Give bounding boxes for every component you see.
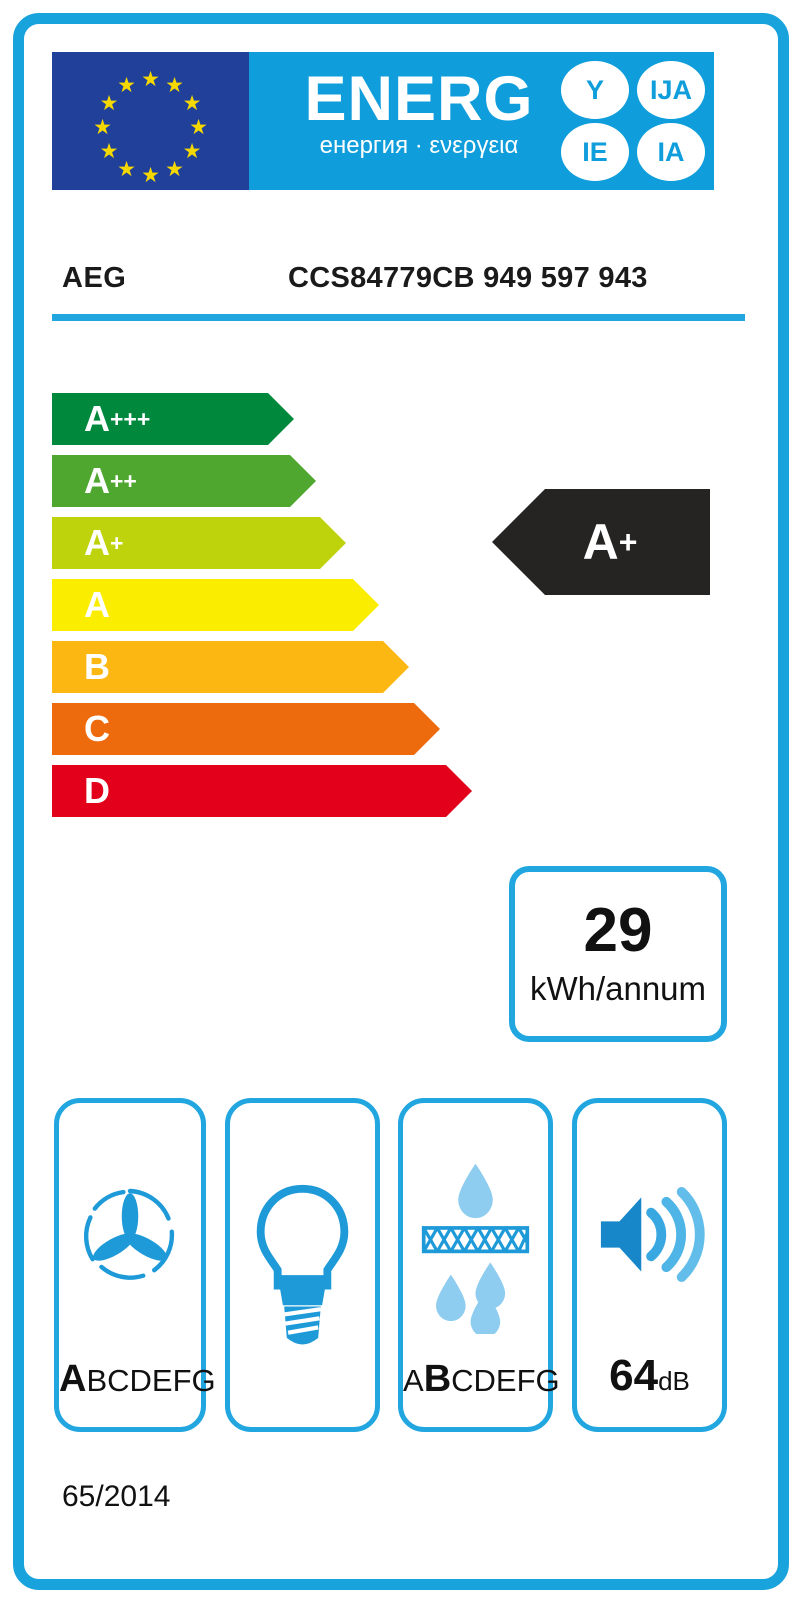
speaker-icon [577,1149,722,1319]
filter-class-rest: CDEFG [451,1363,560,1398]
label-border [13,13,789,1590]
class-bar [52,455,472,507]
brand-name: AEG [62,262,127,294]
badge-ie: IE [561,123,629,181]
fan-icon [59,1145,201,1325]
grease-filter-caption: ABCDEFG [403,1358,560,1401]
energ-text-block: ENERG енергия · ενεργεια [279,68,559,160]
class-label-aplusplusplus: A +++ [84,398,151,439]
class-bar [52,517,472,569]
energy-class-scale: A +++ A ++ A + A [52,393,472,827]
energ-banner: ENERG енергия · ενεργεια Y IJA IE IA [249,52,714,190]
class-row-aplus: A + [52,517,472,569]
label-header: ★ ★ ★ ★ ★ ★ ★ ★ ★ ★ ★ ★ ENERG енергия · … [52,52,714,190]
class-row-aplusplus: A ++ [52,455,472,507]
class-bar [52,703,472,755]
filter-class-highlight: B [423,1358,452,1400]
fan-class-rest: BCDEFG [86,1363,216,1398]
model-identifier: CCS84779CB 949 597 943 [288,262,648,294]
class-label-aplusplus: A ++ [84,460,137,501]
class-label-aplus: A + [84,522,124,563]
class-row-b: B [52,641,472,693]
badge-ija: IJA [637,61,705,119]
filter-class-prefix: A [403,1363,424,1398]
light-bulb-icon [230,1161,375,1371]
grease-filtering-efficiency-box: ABCDEFG [398,1098,560,1432]
rating-arrow-tip [492,489,545,595]
lighting-efficiency-box [225,1098,380,1432]
class-row-c: C [52,703,472,755]
badge-y: Y [561,61,629,119]
annual-consumption-unit: kWh/annum [529,970,707,1007]
rating-arrow-body [545,489,710,595]
fan-class-highlight: A [59,1358,87,1400]
fluid-dynamic-efficiency-box: ABCDEFG [54,1098,216,1432]
language-badges: Y IJA IE IA [558,60,708,182]
noise-level-caption: 64dB [577,1351,722,1401]
class-label-c: C [84,708,110,749]
fan-efficiency-caption: ABCDEFG [59,1358,216,1401]
header-divider [52,314,745,321]
noise-value: 64 [609,1351,659,1400]
eu-flag-icon: ★ ★ ★ ★ ★ ★ ★ ★ ★ ★ ★ ★ [52,52,249,190]
class-bar [52,579,472,631]
annual-consumption-value: 29 [583,896,653,965]
badge-ia: IA [637,123,705,181]
energ-subtitle: енергия · ενεργεια [319,132,519,159]
class-row-aplusplusplus: A +++ [52,393,472,445]
grease-filter-icon [403,1141,548,1341]
class-label-b: B [84,646,110,687]
regulation-number: 65/2014 [62,1480,171,1513]
class-bar [52,765,472,817]
class-bar [52,393,472,445]
rating-arrow-label: A + [582,514,638,570]
class-label-d: D [84,770,110,811]
class-label-a: A [84,584,110,625]
noise-level-box: 64dB [572,1098,727,1432]
class-row-d: D [52,765,472,817]
energy-rating-arrow: A + [492,489,710,595]
noise-unit: dB [658,1366,690,1396]
class-row-a: A [52,579,472,631]
brand-model-row: AEG CCS84779CB 949 597 943 [52,262,714,306]
rating-letter: A [582,514,619,570]
annual-consumption-box: 29 kWh/annum [509,866,727,1042]
energ-wordmark: ENERG [304,64,534,134]
class-bar [52,641,472,693]
